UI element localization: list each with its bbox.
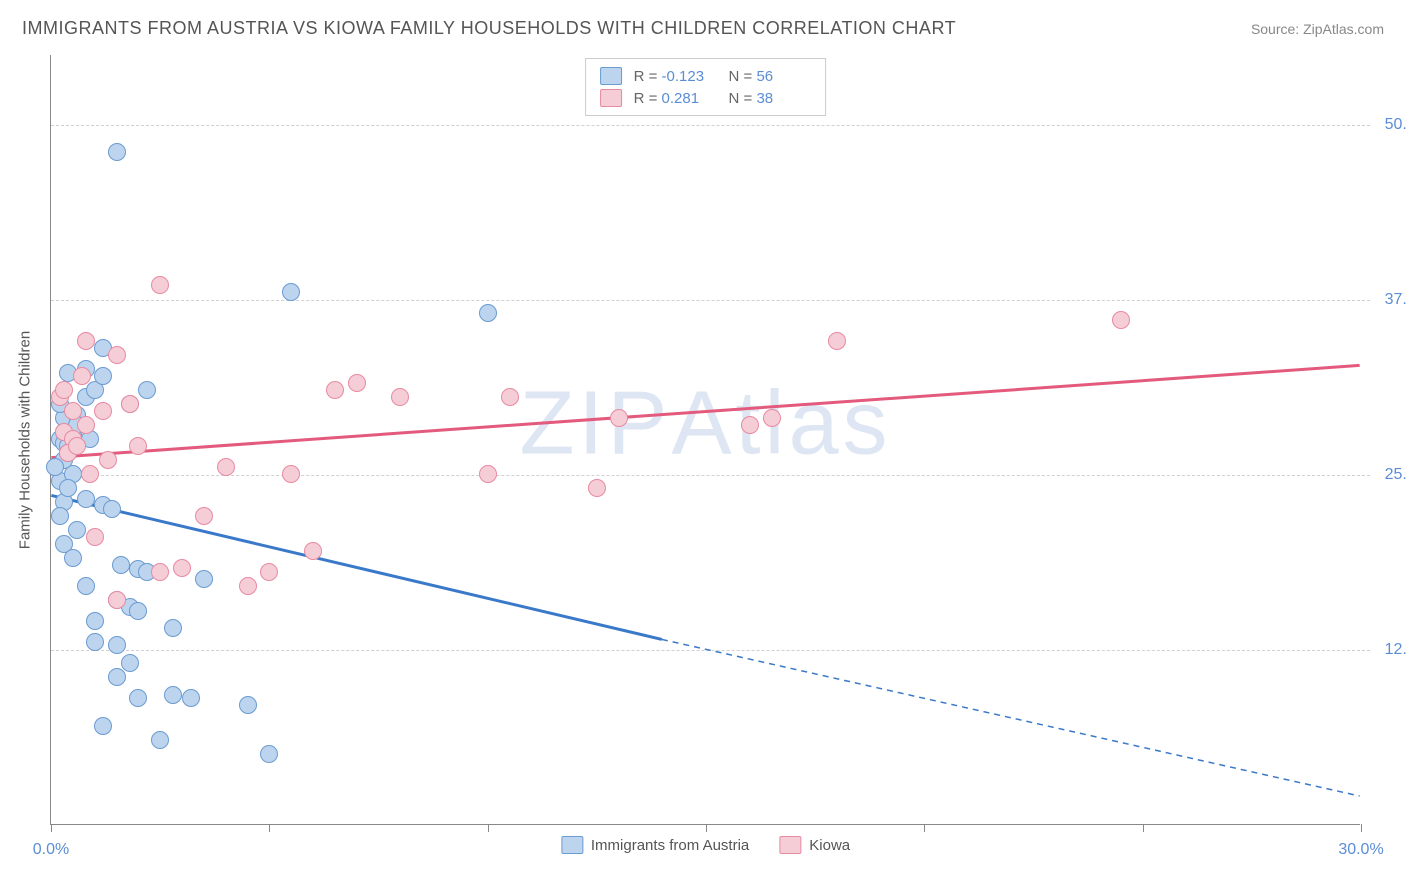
point-austria — [86, 633, 104, 651]
point-austria — [64, 549, 82, 567]
point-kiowa — [588, 479, 606, 497]
point-austria — [94, 367, 112, 385]
point-kiowa — [741, 416, 759, 434]
point-kiowa — [763, 409, 781, 427]
point-kiowa — [479, 465, 497, 483]
point-kiowa — [217, 458, 235, 476]
legend-row-austria: R = -0.123 N = 56 — [600, 65, 812, 87]
point-kiowa — [260, 563, 278, 581]
point-austria — [138, 381, 156, 399]
point-austria — [182, 689, 200, 707]
y-tick-label: 50.0% — [1370, 116, 1406, 134]
point-kiowa — [64, 402, 82, 420]
point-kiowa — [86, 528, 104, 546]
legend-swatch-kiowa-icon — [779, 836, 801, 854]
point-austria — [129, 689, 147, 707]
legend-item-kiowa: Kiowa — [779, 836, 850, 854]
x-tick-label: 30.0% — [1338, 841, 1383, 859]
chart-title: IMMIGRANTS FROM AUSTRIA VS KIOWA FAMILY … — [22, 18, 956, 39]
plot-area: Family Households with Children ZIPAtlas… — [50, 55, 1360, 825]
point-kiowa — [610, 409, 628, 427]
point-kiowa — [195, 507, 213, 525]
point-austria — [77, 490, 95, 508]
point-austria — [121, 654, 139, 672]
legend-correlation: R = -0.123 N = 56 R = 0.281 N = 38 — [585, 58, 827, 116]
point-kiowa — [108, 346, 126, 364]
r-value-kiowa: 0.281 — [662, 90, 717, 107]
point-kiowa — [326, 381, 344, 399]
point-kiowa — [55, 381, 73, 399]
point-kiowa — [282, 465, 300, 483]
point-austria — [103, 500, 121, 518]
point-kiowa — [94, 402, 112, 420]
point-kiowa — [173, 559, 191, 577]
point-kiowa — [501, 388, 519, 406]
point-austria — [195, 570, 213, 588]
source-label: Source: ZipAtlas.com — [1251, 21, 1384, 37]
y-axis-title: Family Households with Children — [17, 330, 34, 548]
point-kiowa — [151, 563, 169, 581]
x-tick — [51, 824, 52, 832]
point-austria — [151, 731, 169, 749]
point-austria — [164, 619, 182, 637]
legend-swatch-kiowa — [600, 89, 622, 107]
point-kiowa — [129, 437, 147, 455]
point-austria — [260, 745, 278, 763]
point-austria — [112, 556, 130, 574]
point-kiowa — [1112, 311, 1130, 329]
x-tick — [488, 824, 489, 832]
point-austria — [129, 602, 147, 620]
point-austria — [46, 458, 64, 476]
y-tick-label: 37.5% — [1370, 291, 1406, 309]
point-kiowa — [81, 465, 99, 483]
point-austria — [479, 304, 497, 322]
point-kiowa — [348, 374, 366, 392]
point-kiowa — [828, 332, 846, 350]
point-austria — [77, 577, 95, 595]
x-tick — [1361, 824, 1362, 832]
point-austria — [51, 507, 69, 525]
point-kiowa — [151, 276, 169, 294]
point-austria — [86, 612, 104, 630]
legend-label-kiowa: Kiowa — [809, 837, 850, 854]
point-austria — [108, 143, 126, 161]
legend-item-austria: Immigrants from Austria — [561, 836, 749, 854]
legend-swatch-austria — [600, 67, 622, 85]
point-kiowa — [121, 395, 139, 413]
point-kiowa — [239, 577, 257, 595]
point-austria — [164, 686, 182, 704]
n-value-austria: 56 — [756, 68, 811, 85]
point-kiowa — [304, 542, 322, 560]
x-tick — [269, 824, 270, 832]
point-kiowa — [73, 367, 91, 385]
point-austria — [282, 283, 300, 301]
point-kiowa — [391, 388, 409, 406]
x-tick — [924, 824, 925, 832]
r-value-austria: -0.123 — [662, 68, 717, 85]
legend-row-kiowa: R = 0.281 N = 38 — [600, 87, 812, 109]
legend-series: Immigrants from Austria Kiowa — [561, 836, 850, 854]
point-kiowa — [99, 451, 117, 469]
point-kiowa — [77, 416, 95, 434]
point-austria — [59, 479, 77, 497]
n-value-kiowa: 38 — [756, 90, 811, 107]
x-tick — [706, 824, 707, 832]
point-austria — [94, 717, 112, 735]
x-tick-label: 0.0% — [33, 841, 69, 859]
legend-label-austria: Immigrants from Austria — [591, 837, 749, 854]
point-kiowa — [77, 332, 95, 350]
point-austria — [68, 521, 86, 539]
point-austria — [108, 668, 126, 686]
point-austria — [108, 636, 126, 654]
y-tick-label: 25.0% — [1370, 466, 1406, 484]
y-tick-label: 12.5% — [1370, 641, 1406, 659]
point-austria — [239, 696, 257, 714]
legend-swatch-austria-icon — [561, 836, 583, 854]
point-kiowa — [108, 591, 126, 609]
x-tick — [1143, 824, 1144, 832]
point-kiowa — [68, 437, 86, 455]
